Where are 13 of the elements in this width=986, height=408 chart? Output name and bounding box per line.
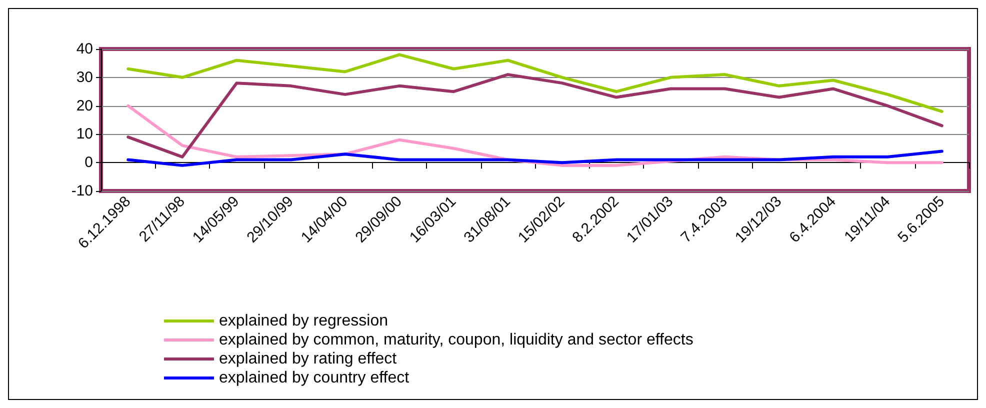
y-tick-label: 40 [76, 40, 93, 58]
legend-label: explained by rating effect [219, 350, 398, 368]
y-tick-label: 20 [76, 97, 93, 114]
line-series [126, 53, 944, 113]
line-series [126, 73, 944, 158]
y-tick-label: -10 [71, 182, 93, 200]
y-tick-label: 10 [76, 126, 93, 143]
y-tick-label: 30 [76, 68, 93, 86]
legend-label: explained by regression [219, 312, 388, 330]
legend-label: explained by country effect [219, 370, 410, 386]
y-tick-label: 0 [84, 154, 93, 172]
legend-label: explained by common, maturity, coupon, liquidity and sector effects [219, 332, 694, 348]
line-series [126, 150, 944, 167]
